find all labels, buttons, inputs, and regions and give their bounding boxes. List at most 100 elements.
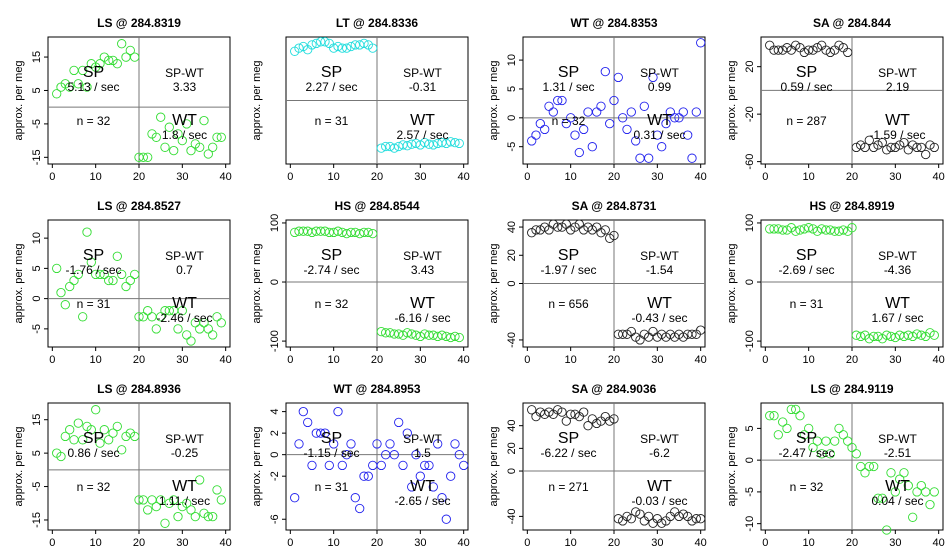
x-tick-label: 40 <box>932 354 944 366</box>
data-point <box>104 55 114 66</box>
n-count: n = 32 <box>314 297 348 311</box>
data-point <box>807 45 818 55</box>
data-point <box>367 43 377 53</box>
sp-rate: -1.15 / sec <box>303 446 359 460</box>
data-point <box>587 414 597 424</box>
data-point <box>838 225 848 235</box>
x-tick-label: 20 <box>133 354 145 366</box>
data-point <box>907 140 917 150</box>
wt-rate: -0.43 / sec <box>631 311 687 325</box>
y-tick-label: 5 <box>506 86 518 92</box>
data-point <box>665 107 675 117</box>
y-tick-label: 0 <box>31 296 43 302</box>
data-point <box>790 226 800 236</box>
y-tick-label: 5 <box>744 425 756 431</box>
data-point <box>319 428 330 438</box>
data-point <box>605 416 615 426</box>
y-tick-label: 5 <box>31 265 43 271</box>
data-point <box>846 442 857 453</box>
data-point <box>557 407 567 417</box>
data-point <box>78 435 88 445</box>
data-point <box>169 495 179 505</box>
data-point <box>644 153 654 163</box>
data-point <box>670 113 680 123</box>
data-point <box>86 425 96 435</box>
data-point <box>138 152 148 162</box>
data-point <box>358 227 369 238</box>
data-point <box>644 511 654 522</box>
data-point <box>367 228 377 239</box>
data-point <box>825 225 835 235</box>
data-point <box>402 328 412 338</box>
data-point <box>596 101 606 111</box>
data-point <box>151 501 161 512</box>
data-point <box>212 485 222 495</box>
data-point <box>855 461 865 472</box>
data-point <box>786 404 796 415</box>
data-point <box>337 43 347 53</box>
n-count: n = 31 <box>789 297 823 311</box>
data-point <box>190 511 200 522</box>
data-point <box>216 495 226 505</box>
y-tick-label: 100 <box>269 214 281 232</box>
data-point <box>117 445 127 455</box>
data-point <box>929 142 939 153</box>
data-point <box>833 423 844 434</box>
sp-rate: -6.22 / sec <box>540 446 596 460</box>
data-point <box>82 82 92 92</box>
x-tick-label: 20 <box>608 171 620 183</box>
data-point <box>345 439 356 449</box>
data-point <box>328 439 338 449</box>
data-point <box>298 226 308 236</box>
data-point <box>911 142 922 153</box>
data-point <box>112 421 122 432</box>
data-point <box>73 269 83 280</box>
data-point <box>626 514 636 524</box>
y-tick-label: 0 <box>506 115 518 121</box>
data-point <box>324 227 334 238</box>
x-tick-label: 30 <box>414 171 426 183</box>
sp-label: SP <box>83 247 104 264</box>
sp-wt-label: SP-WT <box>640 66 679 80</box>
scatter-panel: HS @ 284.8544 0 10 20 30 40 -100 0 100 approx. pe… <box>251 199 470 366</box>
data-point <box>95 269 105 280</box>
data-point <box>302 417 312 428</box>
data-point <box>199 318 209 328</box>
y-axis-label: approx. per meg <box>13 426 25 506</box>
data-point <box>678 107 688 117</box>
data-point <box>410 450 421 460</box>
sp-wt-label: SP-WT <box>165 432 204 446</box>
y-tick-label: 100 <box>744 214 756 232</box>
data-point <box>872 331 883 342</box>
y-tick-label: -15 <box>31 512 43 528</box>
wt-rate: -1.59 / sec <box>869 128 925 142</box>
wt-label: WT <box>172 295 197 312</box>
data-point <box>691 107 701 117</box>
scatter-panel: LS @ 284.8319 0 10 20 30 40 -15 -5 5 15 approx. pe… <box>13 16 232 183</box>
panel-title: SA @ 284.9036 <box>572 382 657 396</box>
data-point <box>406 329 416 339</box>
panel-title: HS @ 284.8919 <box>809 199 894 213</box>
x-tick-label: 10 <box>327 354 339 366</box>
data-point <box>384 328 395 338</box>
data-point <box>195 475 205 485</box>
data-point <box>890 142 900 153</box>
x-tick-label: 20 <box>608 537 620 549</box>
data-point <box>652 130 662 140</box>
data-point <box>376 460 386 471</box>
data-point <box>130 52 140 62</box>
data-point <box>678 509 688 519</box>
data-point <box>208 511 218 522</box>
data-point <box>199 115 209 126</box>
x-tick-label: 40 <box>695 171 707 183</box>
data-point <box>337 460 347 471</box>
y-tick-label: 0 <box>744 457 756 463</box>
data-point <box>531 130 541 140</box>
sp-rate: -1.97 / sec <box>540 263 596 277</box>
data-point <box>306 40 317 50</box>
y-axis-label: approx. per meg <box>726 426 738 506</box>
data-point <box>527 405 537 415</box>
data-point <box>186 336 196 346</box>
data-point <box>125 45 135 56</box>
data-point <box>216 132 226 142</box>
